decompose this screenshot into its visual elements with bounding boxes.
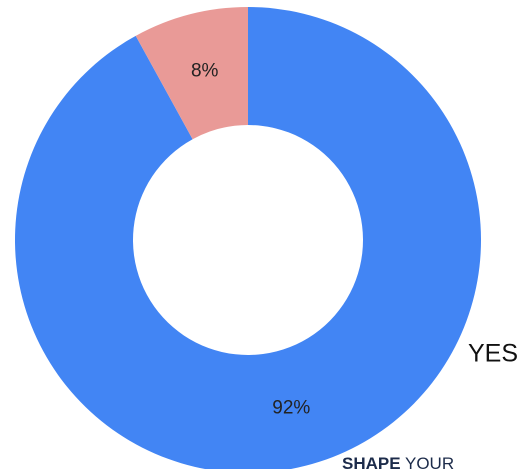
footer-word: SHAPE (342, 454, 401, 469)
footer-word: YOUR (405, 454, 454, 469)
slice-label: 8% (191, 60, 219, 81)
slice-label: 92% (272, 398, 310, 419)
legend-label: YES (468, 340, 518, 368)
footer-text: SHAPE YOUR (342, 454, 454, 469)
slice (135, 7, 248, 140)
slice (15, 7, 481, 469)
